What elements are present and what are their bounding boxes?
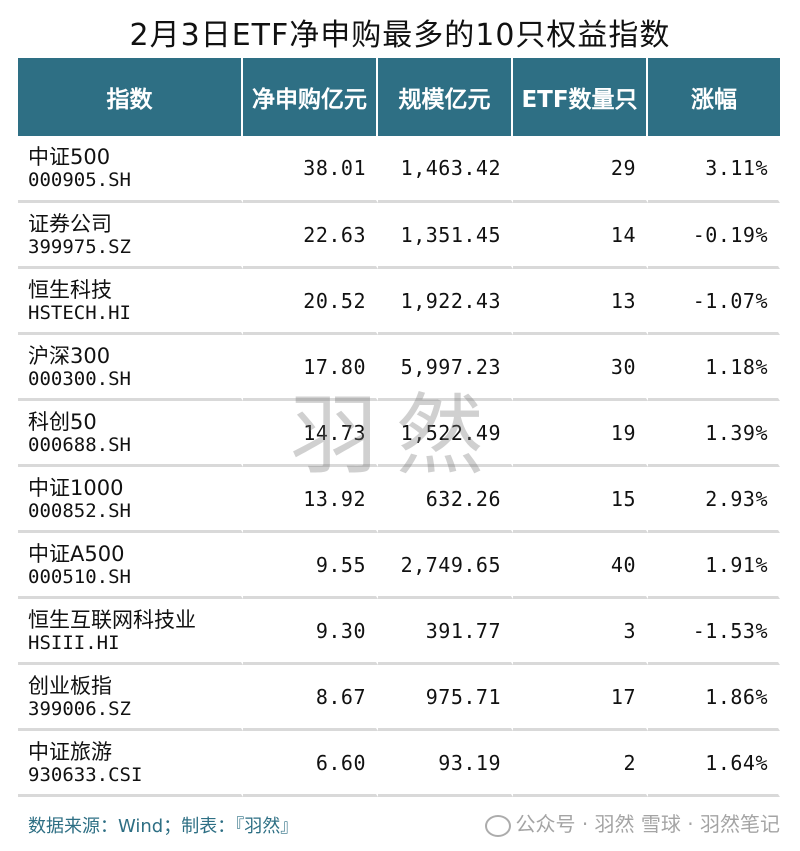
index-code: 000852.SH [28, 499, 131, 522]
index-name: 中证A500 [28, 541, 125, 566]
net-subscription-cell: 20.52 [243, 269, 378, 335]
index-code: HSIII.HI [28, 631, 120, 654]
change-cell: 1.64% [648, 731, 780, 797]
index-name: 恒生互联网科技业 [28, 607, 196, 632]
net-subscription-cell: 9.55 [243, 533, 378, 599]
scale-cell: 2,749.65 [378, 533, 513, 599]
scale-cell: 1,351.45 [378, 203, 513, 269]
scale-cell: 1,463.42 [378, 136, 513, 203]
footer-watermark: 公众号 · 羽然 雪球 · 羽然笔记 [485, 808, 780, 837]
net-subscription-cell: 17.80 [243, 335, 378, 401]
table-row: 科创50 000688.SH 14.73 1,522.49 19 1.39% [18, 401, 780, 467]
index-name: 创业板指 [28, 673, 112, 698]
wechat-icon [485, 814, 512, 837]
scale-cell: 975.71 [378, 665, 513, 731]
change-cell: 2.93% [648, 467, 780, 533]
change-cell: 3.11% [648, 136, 780, 203]
table-row: 创业板指 399006.SZ 8.67 975.71 17 1.86% [18, 665, 780, 731]
table-row: 中证500 000905.SH 38.01 1,463.42 29 3.11% [18, 136, 780, 203]
index-code: 000300.SH [28, 367, 131, 390]
table-row: 中证1000 000852.SH 13.92 632.26 15 2.93% [18, 467, 780, 533]
table-header: 指数 净申购亿元 规模亿元 ETF数量只 涨幅 [18, 58, 780, 136]
table-row: 沪深300 000300.SH 17.80 5,997.23 30 1.18% [18, 335, 780, 401]
net-subscription-cell: 38.01 [243, 136, 378, 203]
header-scale: 规模亿元 [378, 58, 513, 136]
change-cell: 1.86% [648, 665, 780, 731]
index-code: 000510.SH [28, 565, 131, 588]
index-name: 恒生科技 [28, 277, 112, 302]
etf-count-cell: 2 [513, 731, 648, 797]
index-code: 000688.SH [28, 433, 131, 456]
net-subscription-cell: 9.30 [243, 599, 378, 665]
table-row: 中证旅游 930633.CSI 6.60 93.19 2 1.64% [18, 731, 780, 797]
net-subscription-cell: 8.67 [243, 665, 378, 731]
etf-count-cell: 17 [513, 665, 648, 731]
index-cell: 沪深300 000300.SH [18, 335, 243, 401]
change-cell: 1.91% [648, 533, 780, 599]
index-name: 沪深300 [28, 343, 111, 368]
scale-cell: 5,997.23 [378, 335, 513, 401]
scale-cell: 1,522.49 [378, 401, 513, 467]
change-cell: 1.39% [648, 401, 780, 467]
header-net-subscription: 净申购亿元 [243, 58, 378, 136]
scale-cell: 1,922.43 [378, 269, 513, 335]
etf-count-cell: 19 [513, 401, 648, 467]
index-code: 930633.CSI [28, 763, 143, 786]
net-subscription-cell: 13.92 [243, 467, 378, 533]
change-cell: -1.07% [648, 269, 780, 335]
index-name: 中证1000 [28, 475, 124, 500]
index-cell: 恒生科技 HSTECH.HI [18, 269, 243, 335]
index-cell: 中证旅游 930633.CSI [18, 731, 243, 797]
index-name: 中证旅游 [28, 739, 112, 764]
index-code: 399006.SZ [28, 697, 131, 720]
index-cell: 中证1000 000852.SH [18, 467, 243, 533]
index-table: 指数 净申购亿元 规模亿元 ETF数量只 涨幅 中证500 000905.SH 3… [18, 58, 780, 797]
index-cell: 中证A500 000510.SH [18, 533, 243, 599]
change-cell: -1.53% [648, 599, 780, 665]
etf-count-cell: 30 [513, 335, 648, 401]
net-subscription-cell: 22.63 [243, 203, 378, 269]
etf-count-cell: 29 [513, 136, 648, 203]
etf-count-cell: 40 [513, 533, 648, 599]
table-row: 中证A500 000510.SH 9.55 2,749.65 40 1.91% [18, 533, 780, 599]
change-cell: -0.19% [648, 203, 780, 269]
etf-count-cell: 13 [513, 269, 648, 335]
etf-count-cell: 14 [513, 203, 648, 269]
scale-cell: 391.77 [378, 599, 513, 665]
net-subscription-cell: 6.60 [243, 731, 378, 797]
index-cell: 恒生互联网科技业 HSIII.HI [18, 599, 243, 665]
index-cell: 创业板指 399006.SZ [18, 665, 243, 731]
index-cell: 中证500 000905.SH [18, 136, 243, 203]
index-name: 科创50 [28, 409, 97, 434]
header-index: 指数 [18, 58, 243, 136]
change-cell: 1.18% [648, 335, 780, 401]
table-row: 恒生互联网科技业 HSIII.HI 9.30 391.77 3 -1.53% [18, 599, 780, 665]
page-title: 2月3日ETF净申购最多的10只权益指数 [129, 18, 671, 53]
index-cell: 科创50 000688.SH [18, 401, 243, 467]
scale-cell: 93.19 [378, 731, 513, 797]
table-body: 中证500 000905.SH 38.01 1,463.42 29 3.11% 证… [18, 136, 780, 797]
table-row: 证券公司 399975.SZ 22.63 1,351.45 14 -0.19% [18, 203, 780, 269]
scale-cell: 632.26 [378, 467, 513, 533]
data-source-note: 数据来源：Wind；制表：『羽然』 [28, 816, 299, 837]
footer-watermark-text: 公众号 · 羽然 雪球 · 羽然笔记 [515, 812, 780, 836]
index-code: 000905.SH [28, 169, 131, 191]
index-code: 399975.SZ [28, 235, 131, 258]
etf-count-cell: 15 [513, 467, 648, 533]
net-subscription-cell: 14.73 [243, 401, 378, 467]
index-name: 中证500 [28, 145, 111, 169]
header-etf-count: ETF数量只 [513, 58, 648, 136]
header-change: 涨幅 [648, 58, 780, 136]
index-name: 证券公司 [28, 211, 112, 236]
index-cell: 证券公司 399975.SZ [18, 203, 243, 269]
table-row: 恒生科技 HSTECH.HI 20.52 1,922.43 13 -1.07% [18, 269, 780, 335]
index-code: HSTECH.HI [28, 301, 131, 324]
etf-count-cell: 3 [513, 599, 648, 665]
